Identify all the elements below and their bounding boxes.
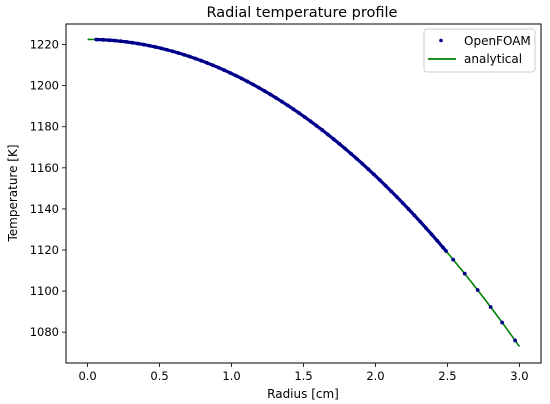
openfoam-point — [331, 137, 336, 142]
openfoam-point — [349, 151, 353, 156]
openfoam-point — [389, 189, 394, 194]
openfoam-point — [164, 47, 169, 52]
openfoam-point — [251, 82, 256, 87]
openfoam-point — [256, 85, 261, 90]
openfoam-point — [245, 79, 250, 84]
openfoam-point — [153, 45, 158, 49]
legend-openfoam-marker — [439, 38, 443, 43]
openfoam-point — [291, 107, 296, 112]
openfoam-point — [429, 232, 434, 237]
openfoam-point — [205, 61, 209, 65]
openfoam-point — [280, 99, 284, 104]
openfoam-point — [228, 70, 232, 75]
openfoam-point — [193, 56, 198, 61]
openfoam-point — [337, 142, 342, 146]
openfoam-point — [176, 51, 181, 55]
y-axis-label: Temperature [K] — [6, 144, 20, 242]
x-tick-label: 2.5 — [438, 369, 456, 383]
openfoam-point — [159, 46, 163, 51]
openfoam-point — [513, 338, 517, 343]
openfoam-point — [107, 38, 112, 43]
x-tick-label: 0.5 — [150, 369, 168, 383]
openfoam-point — [406, 207, 411, 212]
openfoam-point — [94, 37, 99, 42]
openfoam-point — [354, 156, 359, 161]
x-tick-label: 0.0 — [78, 369, 96, 383]
axes-border — [65, 23, 542, 364]
openfoam-point — [118, 39, 123, 44]
openfoam-point — [210, 63, 215, 68]
openfoam-point — [314, 123, 319, 128]
openfoam-point — [216, 65, 221, 70]
chart-title: Radial temperature profile — [207, 5, 398, 21]
openfoam-point — [326, 132, 330, 137]
openfoam-point — [488, 305, 493, 309]
openfoam-point — [130, 40, 135, 45]
openfoam-point — [360, 162, 365, 166]
openfoam-point — [187, 54, 192, 59]
openfoam-point — [308, 119, 313, 124]
openfoam-point — [343, 146, 348, 151]
openfoam-point — [377, 178, 382, 182]
openfoam-point — [412, 213, 417, 218]
x-tick-label: 2.0 — [366, 369, 384, 383]
legend: OpenFOAM analytical — [423, 28, 536, 73]
openfoam-point — [462, 271, 467, 276]
openfoam-point — [182, 52, 186, 57]
y-tick-label: 1140 — [30, 202, 59, 216]
x-axis: 0.0 0.5 1.0 1.5 2.0 2.5 3.0 — [78, 363, 529, 383]
openfoam-point — [101, 37, 106, 42]
openfoam-point — [320, 128, 325, 132]
openfoam-point — [124, 40, 129, 44]
openfoam-point — [366, 167, 371, 172]
y-tick-label: 1200 — [30, 79, 59, 93]
openfoam-point — [395, 195, 399, 200]
x-axis-label: Radius [cm] — [267, 387, 339, 401]
openfoam-point — [444, 249, 448, 253]
plot-frame — [66, 24, 541, 363]
y-tick-label: 1160 — [30, 161, 59, 175]
openfoam-point — [136, 41, 140, 46]
openfoam-point — [113, 38, 117, 43]
openfoam-point — [451, 257, 456, 262]
legend-analytical-label: analytical — [464, 52, 522, 66]
legend-openfoam-label: OpenFOAM — [464, 34, 531, 48]
openfoam-point — [268, 92, 273, 97]
openfoam-point — [239, 76, 244, 81]
openfoam-point — [383, 183, 388, 188]
openfoam-point — [297, 111, 302, 116]
openfoam-point — [233, 73, 238, 78]
openfoam-point — [475, 288, 480, 292]
openfoam-point — [400, 201, 405, 205]
openfoam-point — [372, 172, 376, 177]
openfoam-point — [222, 68, 227, 73]
y-tick-label: 1180 — [30, 120, 59, 134]
openfoam-point — [262, 89, 267, 93]
x-tick-label: 1.5 — [294, 369, 312, 383]
openfoam-point — [441, 245, 446, 250]
openfoam-point — [141, 42, 146, 47]
y-tick-label: 1220 — [30, 38, 59, 52]
y-tick-label: 1120 — [30, 243, 59, 257]
openfoam-point — [435, 239, 440, 243]
y-tick-label: 1100 — [30, 284, 59, 298]
y-tick-label: 1080 — [30, 325, 59, 339]
openfoam-point — [303, 115, 307, 120]
legend-box — [423, 28, 536, 73]
plot-area — [66, 24, 541, 363]
openfoam-point — [170, 49, 175, 54]
openfoam-point — [147, 43, 152, 48]
x-tick-label: 3.0 — [510, 369, 528, 383]
y-axis: 1080 1100 1120 1140 1160 1180 1200 1220 — [30, 38, 66, 339]
openfoam-point — [423, 225, 428, 230]
x-tick-label: 1.0 — [222, 369, 240, 383]
openfoam-point — [285, 103, 290, 108]
chart-marks — [87, 37, 521, 348]
openfoam-point — [199, 58, 204, 63]
openfoam-point — [274, 96, 279, 100]
openfoam-point — [418, 219, 422, 224]
openfoam-point — [500, 320, 505, 325]
